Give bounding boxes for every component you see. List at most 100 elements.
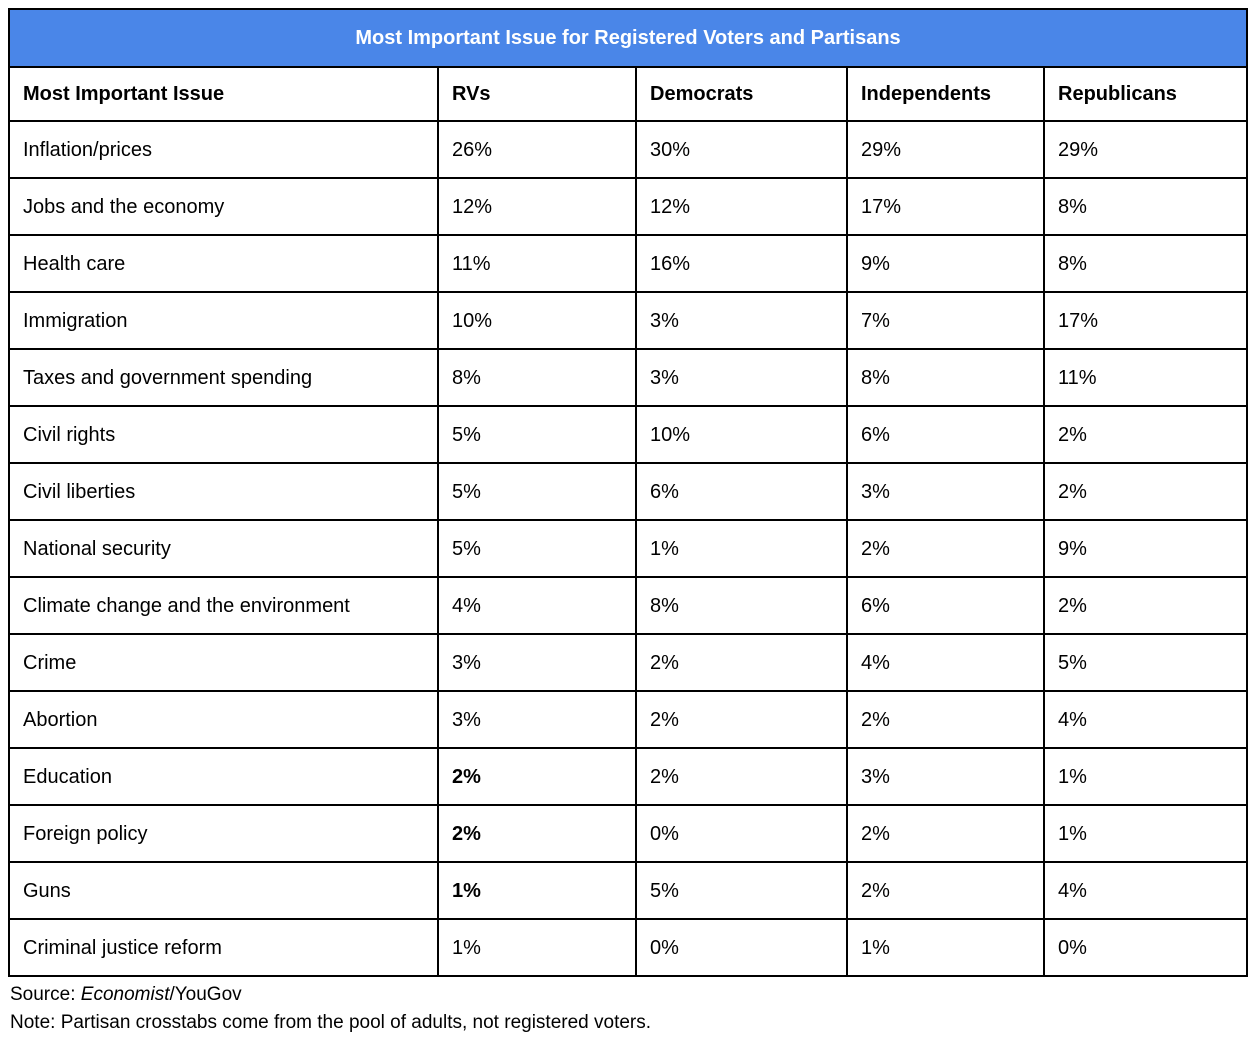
table-title: Most Important Issue for Registered Vote… — [7, 8, 1249, 68]
table-row-education: Education 2% 2% 3% 1% — [8, 747, 1249, 806]
cell-democrats: 12% — [635, 177, 848, 236]
cell-independents: 2% — [846, 690, 1045, 749]
cell-rvs: 5% — [437, 462, 637, 521]
cell-rvs: 1% — [437, 861, 637, 920]
cell-issue: Education — [8, 747, 439, 806]
cell-rvs: 2% — [437, 747, 637, 806]
column-header-rvs: RVs — [437, 66, 637, 122]
cell-democrats: 2% — [635, 690, 848, 749]
cell-democrats: 1% — [635, 519, 848, 578]
cell-republicans: 8% — [1042, 234, 1249, 293]
table-row-immigration: Immigration 10% 3% 7% 17% — [8, 291, 1249, 350]
cell-independents: 2% — [846, 519, 1045, 578]
source-line: Source: Economist/YouGov — [10, 981, 1246, 1009]
cell-independents: 8% — [846, 348, 1045, 407]
cell-democrats: 3% — [635, 348, 848, 407]
cell-issue: Inflation/prices — [8, 120, 439, 179]
table-title-bar: Most Important Issue for Registered Vote… — [7, 8, 1249, 68]
cell-rvs: 3% — [437, 633, 637, 692]
cell-republicans: 2% — [1042, 462, 1249, 521]
cell-independents: 6% — [846, 405, 1045, 464]
cell-rvs: 3% — [437, 690, 637, 749]
table-row-national-security: National security 5% 1% 2% 9% — [8, 519, 1249, 578]
cell-democrats: 6% — [635, 462, 848, 521]
cell-independents: 17% — [846, 177, 1045, 236]
cell-republicans: 0% — [1042, 918, 1249, 977]
cell-independents: 6% — [846, 576, 1045, 635]
table-header-row: Most Important Issue RVs Democrats Indep… — [8, 66, 1249, 122]
cell-rvs: 8% — [437, 348, 637, 407]
cell-independents: 1% — [846, 918, 1045, 977]
table-row-foreign-policy: Foreign policy 2% 0% 2% 1% — [8, 804, 1249, 863]
cell-republicans: 2% — [1042, 405, 1249, 464]
column-header-republicans: Republicans — [1042, 66, 1249, 122]
column-header-issue: Most Important Issue — [8, 66, 439, 122]
table-row-crime: Crime 3% 2% 4% 5% — [8, 633, 1249, 692]
cell-republicans: 8% — [1042, 177, 1249, 236]
cell-democrats: 0% — [635, 804, 848, 863]
table-row-abortion: Abortion 3% 2% 2% 4% — [8, 690, 1249, 749]
table-row-climate-environment: Climate change and the environment 4% 8%… — [8, 576, 1249, 635]
cell-issue: Guns — [8, 861, 439, 920]
cell-democrats: 16% — [635, 234, 848, 293]
cell-issue: National security — [8, 519, 439, 578]
cell-independents: 3% — [846, 747, 1045, 806]
table-row-taxes-spending: Taxes and government spending 8% 3% 8% 1… — [8, 348, 1249, 407]
cell-republicans: 29% — [1042, 120, 1249, 179]
cell-democrats: 0% — [635, 918, 848, 977]
source-prefix: Source: — [10, 984, 81, 1005]
cell-issue: Civil rights — [8, 405, 439, 464]
cell-democrats: 2% — [635, 633, 848, 692]
source-suffix: /YouGov — [169, 984, 242, 1005]
note-line: Note: Partisan crosstabs come from the p… — [10, 1012, 652, 1033]
source-publication: Economist — [80, 984, 170, 1005]
cell-republicans: 1% — [1042, 804, 1249, 863]
table-row-jobs-economy: Jobs and the economy 12% 12% 17% 8% — [8, 177, 1249, 236]
cell-independents: 29% — [846, 120, 1045, 179]
cell-rvs: 12% — [437, 177, 637, 236]
cell-democrats: 8% — [635, 576, 848, 635]
table-row-criminal-justice-reform: Criminal justice reform 1% 0% 1% 0% — [8, 918, 1249, 977]
cell-issue: Foreign policy — [8, 804, 439, 863]
table-row-health-care: Health care 11% 16% 9% 8% — [8, 234, 1249, 293]
cell-independents: 3% — [846, 462, 1045, 521]
cell-democrats: 2% — [635, 747, 848, 806]
cell-rvs: 10% — [437, 291, 637, 350]
issues-table: Most Important Issue for Registered Vote… — [7, 8, 1249, 977]
cell-rvs: 11% — [437, 234, 637, 293]
table-row-guns: Guns 1% 5% 2% 4% — [8, 861, 1249, 920]
cell-republicans: 17% — [1042, 291, 1249, 350]
cell-issue: Taxes and government spending — [8, 348, 439, 407]
cell-issue: Crime — [8, 633, 439, 692]
cell-democrats: 30% — [635, 120, 848, 179]
table-footer: Source: Economist/YouGov Note: Partisan … — [8, 977, 1246, 1037]
cell-rvs: 5% — [437, 405, 637, 464]
cell-rvs: 4% — [437, 576, 637, 635]
cell-democrats: 3% — [635, 291, 848, 350]
cell-rvs: 26% — [437, 120, 637, 179]
table-row-inflation-prices: Inflation/prices 26% 30% 29% 29% — [8, 120, 1249, 179]
column-header-independents: Independents — [846, 66, 1045, 122]
cell-issue: Climate change and the environment — [8, 576, 439, 635]
cell-republicans: 1% — [1042, 747, 1249, 806]
cell-independents: 4% — [846, 633, 1045, 692]
cell-issue: Jobs and the economy — [8, 177, 439, 236]
cell-republicans: 4% — [1042, 690, 1249, 749]
table-row-civil-rights: Civil rights 5% 10% 6% 2% — [8, 405, 1249, 464]
cell-issue: Abortion — [8, 690, 439, 749]
cell-issue: Health care — [8, 234, 439, 293]
cell-rvs: 1% — [437, 918, 637, 977]
cell-issue: Criminal justice reform — [8, 918, 439, 977]
cell-independents: 2% — [846, 804, 1045, 863]
cell-democrats: 10% — [635, 405, 848, 464]
cell-issue: Civil liberties — [8, 462, 439, 521]
cell-independents: 2% — [846, 861, 1045, 920]
cell-rvs: 2% — [437, 804, 637, 863]
cell-republicans: 4% — [1042, 861, 1249, 920]
cell-republicans: 9% — [1042, 519, 1249, 578]
cell-republicans: 11% — [1042, 348, 1249, 407]
table-row-civil-liberties: Civil liberties 5% 6% 3% 2% — [8, 462, 1249, 521]
column-header-democrats: Democrats — [635, 66, 848, 122]
cell-issue: Immigration — [8, 291, 439, 350]
